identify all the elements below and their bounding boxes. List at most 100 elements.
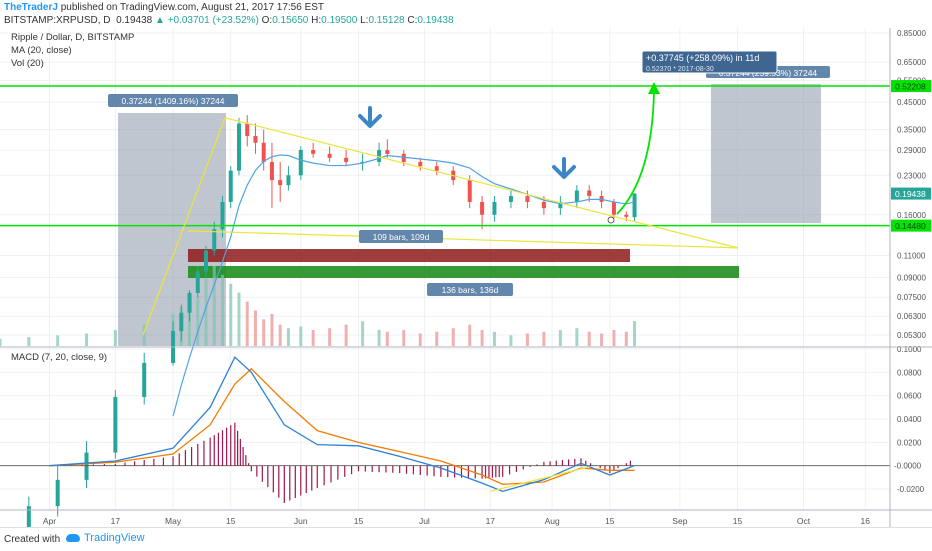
open-value: 0.15650 [272, 15, 309, 26]
last-price-badge-bg [891, 187, 931, 200]
overlay-drawings: 0.37244 (1409.16%) 372440.37244 (259.53%… [0, 50, 890, 336]
time-tick-label: 15 [733, 516, 743, 526]
candle-body [220, 201, 225, 230]
volume-bar [27, 337, 31, 346]
time-tick-label: 15 [226, 516, 236, 526]
macd-tick-label: -0.0200 [897, 485, 925, 494]
publish-line: TheTraderJ published on TradingView.com,… [4, 1, 324, 14]
time-tick-label: Oct [797, 516, 811, 526]
legend-vol[interactable]: Vol (20) [11, 58, 44, 69]
candle-body [360, 161, 365, 163]
legend-ma[interactable]: MA (20, close) [11, 45, 72, 56]
price-tick-label: 0.05300 [897, 331, 926, 340]
candle-body [261, 142, 266, 162]
volume-bar [142, 324, 146, 346]
candle-body [541, 201, 546, 209]
price-tick-label: 0.07500 [897, 293, 926, 302]
volume-bar [587, 331, 591, 346]
candle-body [480, 201, 485, 215]
price-tick-label: 0.06300 [897, 312, 926, 321]
support-price-badge: 0.14480 [895, 221, 926, 231]
macd-tick-label: 0.0400 [897, 415, 922, 424]
price-tick-label: 0.11000 [897, 252, 926, 261]
support-price-badge-bg [891, 219, 931, 232]
price-tick-label: 0.23000 [897, 171, 926, 180]
triangle-lower-line [187, 230, 739, 249]
target-box [641, 50, 778, 74]
candle-body [377, 150, 382, 162]
candle-body [434, 166, 439, 171]
candle-body [269, 161, 274, 181]
bars2-label-box [427, 283, 513, 296]
volume-bar [468, 324, 472, 346]
price-tick-label: 0.85000 [897, 29, 926, 38]
volume-bar [612, 330, 616, 346]
candle-body [84, 452, 89, 480]
time-tick-label: Jul [419, 516, 430, 526]
author-link[interactable]: TheTraderJ [4, 2, 58, 13]
low-value: 0.15128 [368, 15, 405, 26]
macd-pane [0, 356, 890, 503]
time-tick-label: Aug [545, 516, 560, 526]
candle-body [142, 362, 147, 397]
tradingview-logo[interactable]: TradingView [66, 532, 145, 544]
brand-name: TradingView [84, 532, 145, 544]
up-triangle-icon: ▲ [155, 15, 165, 26]
created-with-text: Created with [4, 534, 61, 545]
time-tick-label: Sep [672, 516, 687, 526]
volume-bar [299, 326, 303, 346]
volume-bar [344, 324, 348, 346]
cloud-icon [66, 534, 80, 543]
volume-bar [237, 292, 241, 346]
volume-bar [451, 328, 455, 346]
trend-line-rise [142, 117, 226, 336]
legend-title[interactable]: Ripple / Dollar, D, BITSTAMP [11, 32, 135, 43]
candle-body [286, 175, 291, 186]
low-label: L: [360, 15, 369, 26]
volume-bar [270, 314, 274, 346]
range-box-right [711, 84, 821, 223]
triangle-upper-line [224, 117, 739, 249]
volume-bar [509, 335, 513, 346]
price-chart[interactable]: 0.37244 (1409.16%) 372440.37244 (259.53%… [0, 28, 932, 527]
candle-body [26, 506, 31, 527]
candle-body [574, 190, 579, 202]
volume-bar [385, 331, 389, 346]
candles [26, 115, 637, 527]
range-left-label-box [108, 94, 238, 107]
volume-bar [245, 301, 249, 346]
price-tick-label: 0.35000 [897, 126, 926, 135]
volume-bar [361, 321, 365, 346]
candle-body [195, 271, 200, 293]
volume-bar [286, 328, 290, 346]
price-tick-label: 0.29000 [897, 146, 926, 155]
legend-macd[interactable]: MACD (7, 20, close, 9) [11, 352, 108, 363]
candle-body [344, 157, 349, 162]
bars1-label-box [359, 230, 443, 243]
volume-bar [328, 328, 332, 346]
candle-body [624, 214, 629, 217]
time-tick-label: Jun [294, 516, 308, 526]
volume-bar [196, 296, 200, 346]
candle-body [587, 190, 592, 197]
candle-body [508, 196, 513, 202]
volume-bar [85, 333, 89, 346]
projection-arrow [616, 91, 655, 215]
macd-tick-label: 0.0800 [897, 368, 922, 377]
price-tick-label: 0.45000 [897, 98, 926, 107]
chart-header: TheTraderJ published on TradingView.com,… [0, 0, 932, 28]
volume-bar [229, 283, 233, 346]
macd-tick-label: 0.0200 [897, 438, 922, 447]
candle-body [467, 180, 472, 202]
change-value: +0.03701 (+23.52%) [167, 15, 259, 26]
close-value: 0.19438 [417, 15, 454, 26]
time-tick-label: 17 [486, 516, 496, 526]
volume-bar [633, 321, 637, 346]
volume-bar [113, 330, 117, 346]
publish-info: published on TradingView.com, August 21,… [60, 2, 325, 13]
volume-bar [204, 278, 208, 346]
volume-bar [542, 331, 546, 346]
last-price: 0.19438 [116, 15, 153, 26]
volume-bar [600, 333, 604, 346]
range-box-left [118, 113, 226, 346]
